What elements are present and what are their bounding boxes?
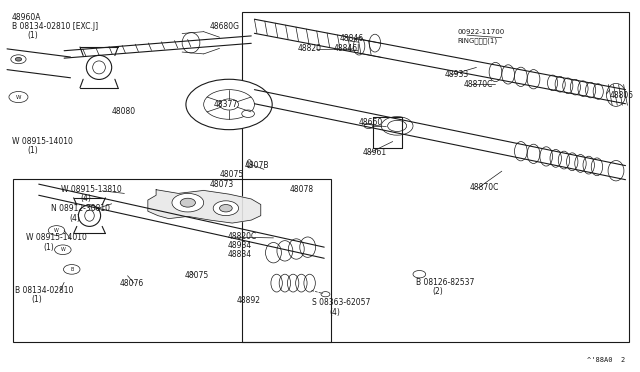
Text: (2): (2) xyxy=(432,287,443,296)
Ellipse shape xyxy=(86,55,112,80)
Text: 48892: 48892 xyxy=(237,296,260,305)
Text: W: W xyxy=(16,94,21,100)
Text: 48960A: 48960A xyxy=(12,13,42,22)
Text: W 08915-13810: W 08915-13810 xyxy=(61,185,122,194)
Circle shape xyxy=(388,121,406,131)
Ellipse shape xyxy=(84,210,94,221)
Text: (1): (1) xyxy=(28,146,38,155)
Text: (1): (1) xyxy=(31,295,42,304)
Text: W 08915-14010: W 08915-14010 xyxy=(26,233,87,243)
Text: 48680G: 48680G xyxy=(210,22,240,31)
Bar xyxy=(13,179,330,341)
Text: 48846J: 48846J xyxy=(333,44,360,53)
Text: (1): (1) xyxy=(28,31,38,41)
Text: N 08912-30810: N 08912-30810 xyxy=(51,205,111,214)
Text: B 08134-02810 [EXC.J]: B 08134-02810 [EXC.J] xyxy=(12,22,98,31)
Text: 48934: 48934 xyxy=(228,241,252,250)
Text: RINGリング(1): RINGリング(1) xyxy=(458,37,497,44)
Ellipse shape xyxy=(247,160,252,168)
Ellipse shape xyxy=(607,83,625,106)
Text: 48820C: 48820C xyxy=(228,231,257,241)
Text: 48870C: 48870C xyxy=(470,183,499,192)
Text: 48075: 48075 xyxy=(220,170,244,179)
Text: 48805: 48805 xyxy=(610,91,634,100)
Circle shape xyxy=(204,90,255,119)
Circle shape xyxy=(213,201,239,216)
Circle shape xyxy=(11,55,26,64)
Text: 48078: 48078 xyxy=(289,185,314,194)
Circle shape xyxy=(220,205,232,212)
Text: B: B xyxy=(70,267,74,272)
Circle shape xyxy=(413,270,426,278)
Text: W: W xyxy=(60,247,65,252)
Text: 00922-11700: 00922-11700 xyxy=(458,29,505,35)
Text: B 08126-82537: B 08126-82537 xyxy=(416,278,474,287)
Text: 48377: 48377 xyxy=(213,100,237,109)
Text: S 08363-62057: S 08363-62057 xyxy=(312,298,370,307)
Text: B 08134-02810: B 08134-02810 xyxy=(15,286,73,295)
Circle shape xyxy=(180,198,195,207)
Circle shape xyxy=(186,79,272,130)
Text: W 08915-14010: W 08915-14010 xyxy=(12,137,73,146)
Circle shape xyxy=(63,264,80,274)
Circle shape xyxy=(242,110,255,118)
Text: 48846: 48846 xyxy=(340,34,364,43)
Text: (4): (4) xyxy=(69,214,80,223)
Text: 48080: 48080 xyxy=(112,108,136,116)
Circle shape xyxy=(172,193,204,212)
Text: 48961: 48961 xyxy=(362,148,387,157)
Ellipse shape xyxy=(353,37,365,55)
Text: 48870C: 48870C xyxy=(464,80,493,89)
Text: 48660: 48660 xyxy=(359,119,383,128)
Polygon shape xyxy=(148,190,260,223)
Text: 48073: 48073 xyxy=(210,180,234,189)
Ellipse shape xyxy=(78,205,100,227)
Text: W: W xyxy=(54,228,59,233)
Text: ^'88A0  2: ^'88A0 2 xyxy=(588,357,625,363)
Ellipse shape xyxy=(369,34,381,52)
Circle shape xyxy=(9,92,28,103)
Ellipse shape xyxy=(608,161,624,181)
Text: (1): (1) xyxy=(44,243,54,251)
Text: 48820: 48820 xyxy=(298,44,321,53)
Circle shape xyxy=(381,117,413,135)
Text: (4): (4) xyxy=(80,195,91,203)
Circle shape xyxy=(321,292,330,297)
Ellipse shape xyxy=(182,33,200,53)
Text: 48075: 48075 xyxy=(185,271,209,280)
Text: 48933: 48933 xyxy=(445,70,469,79)
Circle shape xyxy=(48,226,65,235)
Circle shape xyxy=(54,245,71,254)
Text: (4): (4) xyxy=(329,308,340,317)
Text: 4807B: 4807B xyxy=(245,161,269,170)
Circle shape xyxy=(15,57,22,61)
Circle shape xyxy=(220,99,239,110)
Circle shape xyxy=(364,123,373,128)
Text: 48834: 48834 xyxy=(228,250,252,259)
Bar xyxy=(242,12,628,341)
Ellipse shape xyxy=(93,61,106,74)
Text: 48076: 48076 xyxy=(120,279,144,288)
